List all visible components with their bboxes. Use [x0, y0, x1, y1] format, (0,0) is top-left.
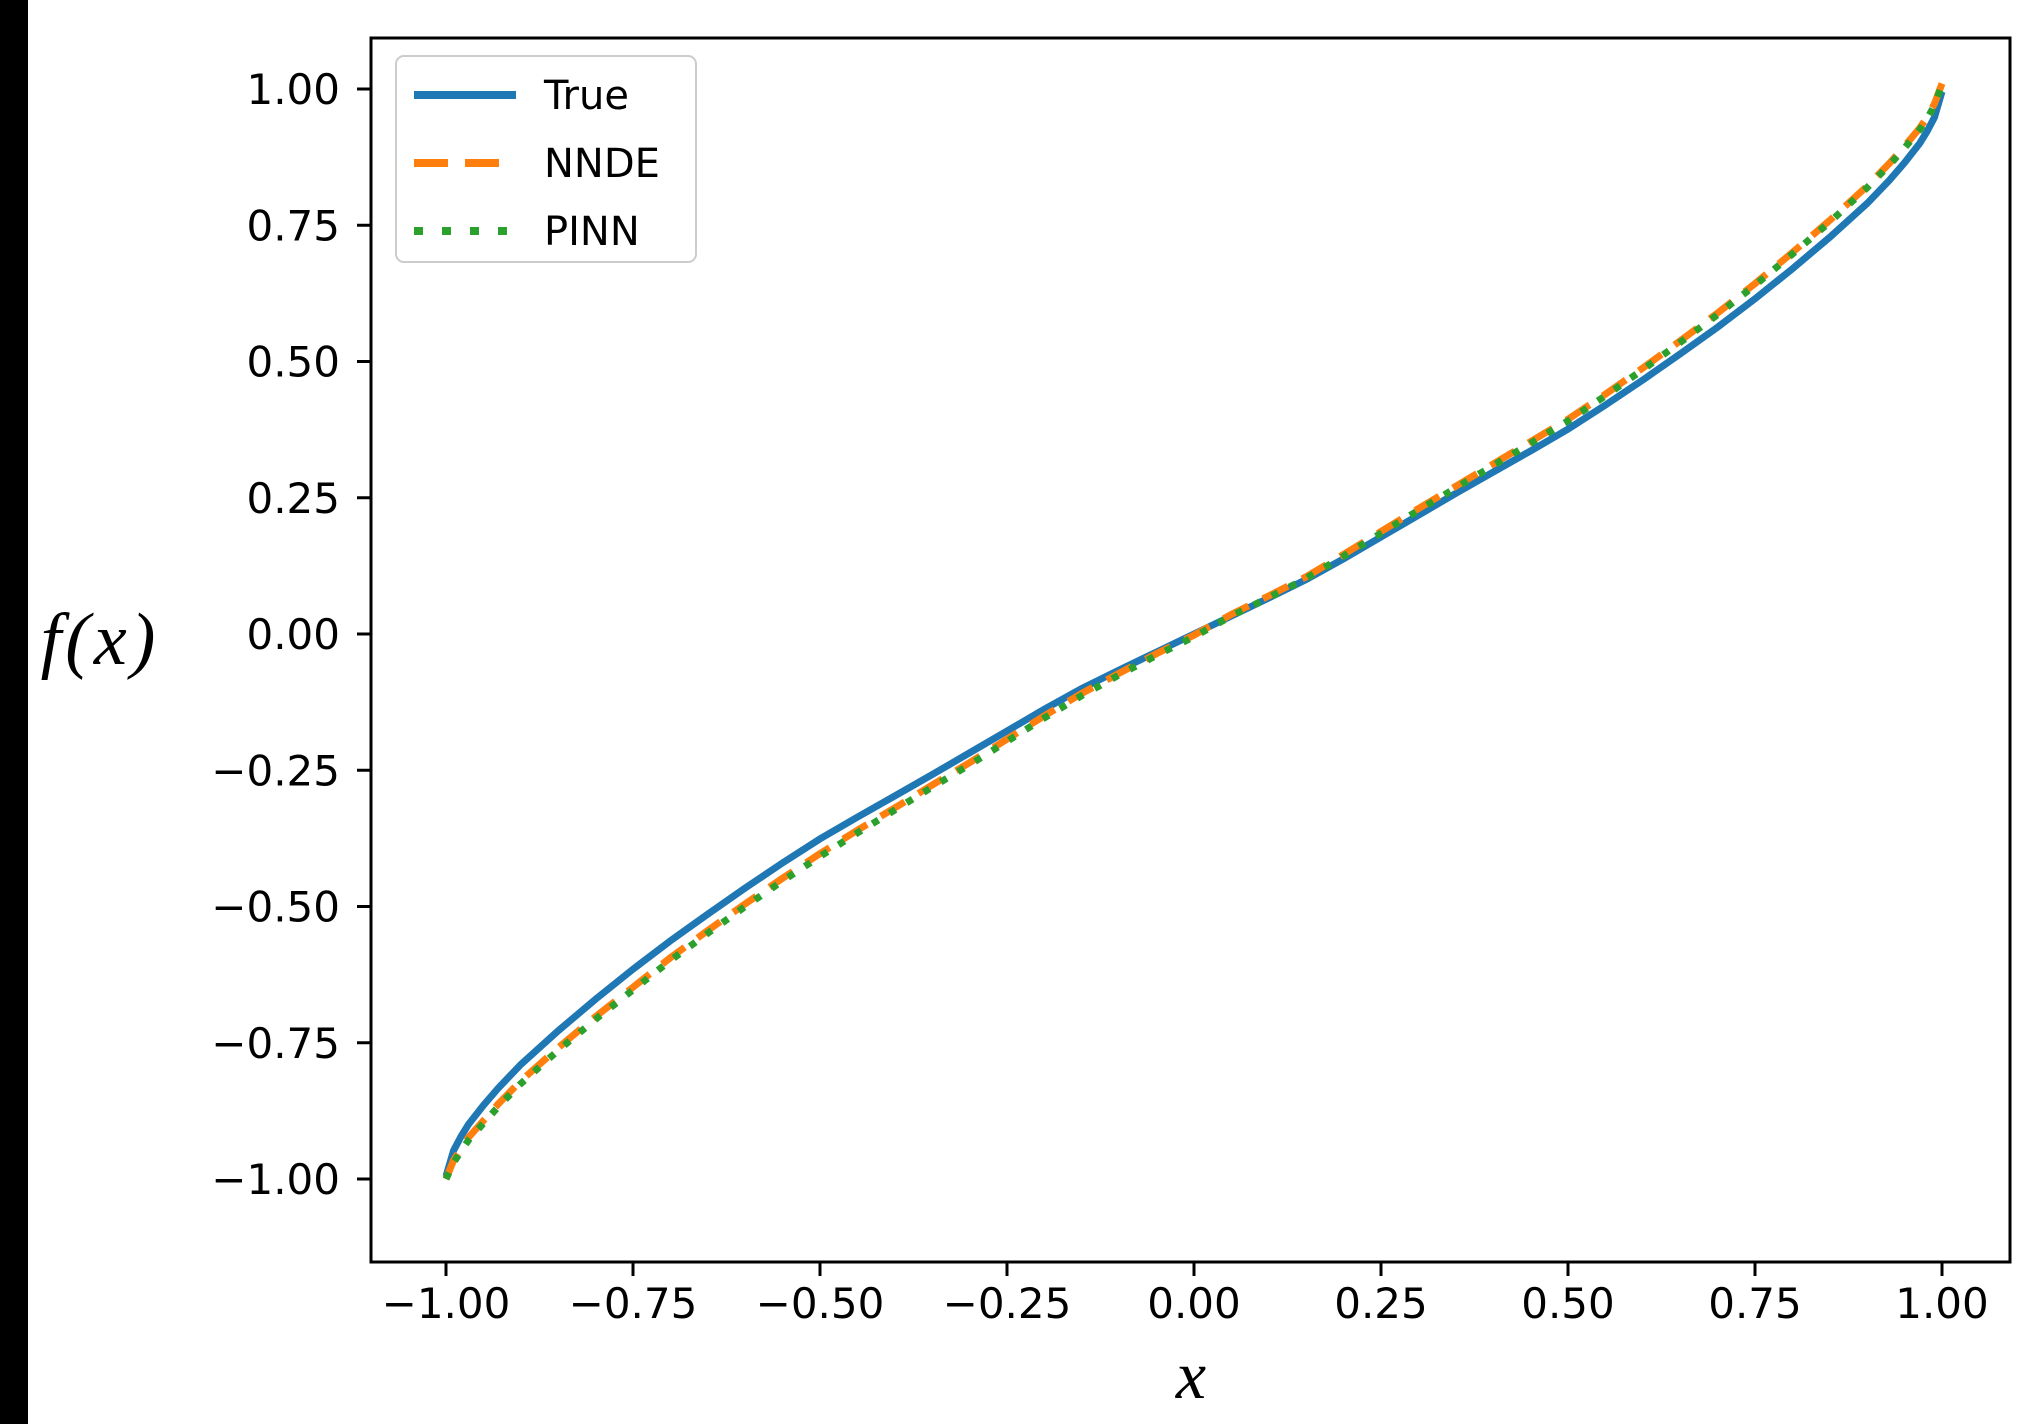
left-edge-bar	[0, 0, 28, 1424]
y-axis-label: f(x)	[41, 599, 160, 681]
pinn-curve	[442, 83, 1946, 1181]
y-tick-label: −0.50	[211, 883, 340, 932]
x-axis-label: x	[1175, 1337, 1206, 1413]
legend-label-true: True	[543, 73, 629, 119]
curves-group	[442, 82, 1946, 1181]
y-tick-label: 0.00	[246, 610, 340, 659]
x-tick-label: 0.50	[1521, 1279, 1615, 1328]
legend-label-pinn: PINN	[544, 209, 640, 255]
x-axis-ticks: −1.00 −0.75 −0.50 −0.25 0.00 0.25 0.50 0.75 1.00	[382, 1262, 1989, 1328]
x-tick-label: −1.00	[382, 1279, 511, 1328]
y-tick-label: 0.75	[246, 201, 340, 250]
y-tick-label: −1.00	[211, 1155, 340, 1204]
y-axis-ticks: 1.00 0.75 0.50 0.25 0.00 −0.25 −0.50 −0.75 −1.00	[211, 65, 371, 1204]
y-tick-label: 0.50	[246, 338, 340, 387]
x-tick-label: −0.50	[756, 1279, 885, 1328]
axes-frame	[369, 36, 2012, 1264]
y-tick-label: 0.25	[246, 474, 340, 523]
x-tick-label: 0.25	[1334, 1279, 1428, 1328]
y-tick-label: 1.00	[246, 65, 340, 114]
x-tick-label: −0.75	[569, 1279, 698, 1328]
x-tick-label: 1.00	[1895, 1279, 1989, 1328]
x-tick-label: 0.00	[1147, 1279, 1241, 1328]
legend: True NNDE PINN	[395, 55, 697, 263]
x-tick-label: 0.75	[1708, 1279, 1802, 1328]
y-tick-label: −0.25	[211, 746, 340, 795]
y-tick-label: −0.75	[211, 1019, 340, 1068]
x-tick-label: −0.25	[943, 1279, 1072, 1328]
legend-label-nnde: NNDE	[544, 141, 660, 187]
legend-box	[395, 55, 697, 263]
